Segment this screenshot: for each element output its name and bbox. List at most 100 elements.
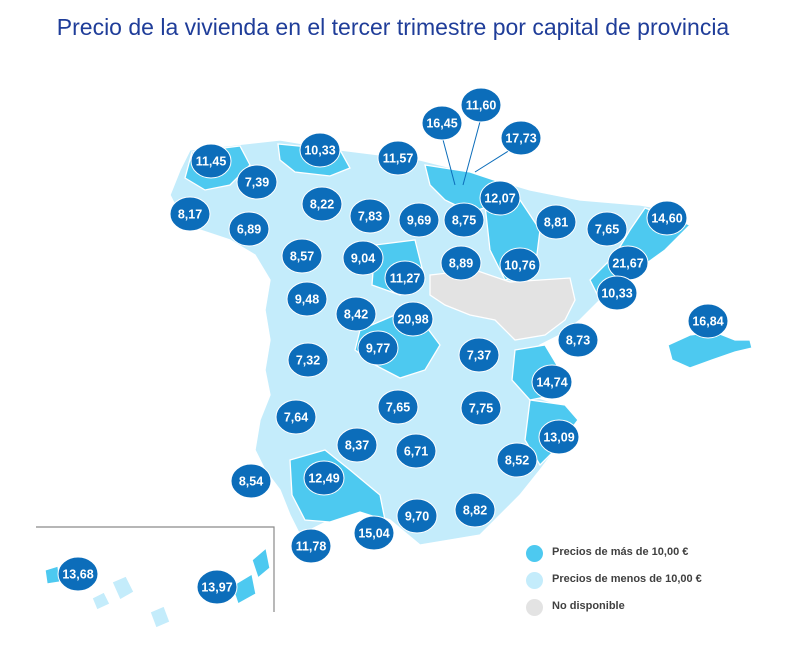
price-bubble: 11,45 bbox=[190, 143, 232, 179]
price-bubble: 7,37 bbox=[458, 337, 500, 373]
price-bubble-shape bbox=[443, 202, 485, 238]
price-bubble: 8,17 bbox=[169, 196, 211, 232]
price-bubble: 11,27 bbox=[384, 260, 426, 296]
price-bubble-shape bbox=[596, 275, 638, 311]
price-value: 6,71 bbox=[404, 445, 428, 459]
price-value: 7,32 bbox=[296, 354, 320, 368]
price-value: 8,82 bbox=[463, 504, 487, 518]
price-bubble: 7,75 bbox=[460, 390, 502, 426]
price-value: 7,64 bbox=[284, 411, 308, 425]
price-bubble: 17,73 bbox=[500, 120, 542, 156]
price-bubble-shape bbox=[303, 460, 345, 496]
price-value: 8,75 bbox=[452, 214, 476, 228]
price-value: 16,45 bbox=[426, 117, 457, 131]
price-bubble-shape bbox=[586, 211, 628, 247]
price-value: 8,57 bbox=[290, 250, 314, 264]
price-bubble: 7,32 bbox=[287, 342, 329, 378]
price-bubble: 8,22 bbox=[301, 186, 343, 222]
price-bubble-shape bbox=[57, 556, 99, 592]
price-value: 8,37 bbox=[345, 439, 369, 453]
price-value: 12,07 bbox=[484, 192, 515, 206]
region-canary-3 bbox=[111, 575, 135, 601]
price-value: 8,17 bbox=[178, 208, 202, 222]
price-bubble: 9,77 bbox=[357, 330, 399, 366]
price-value: 13,97 bbox=[201, 581, 232, 595]
price-bubble: 10,76 bbox=[499, 247, 541, 283]
price-bubble: 10,33 bbox=[299, 132, 341, 168]
price-bubble-shape bbox=[190, 143, 232, 179]
price-bubble-shape bbox=[396, 498, 438, 534]
price-bubble-shape bbox=[357, 330, 399, 366]
leader-line bbox=[474, 149, 511, 173]
legend-swatch-below bbox=[526, 572, 543, 589]
price-bubble-shape bbox=[535, 204, 577, 240]
price-bubble: 14,60 bbox=[646, 200, 688, 236]
price-bubble-shape bbox=[531, 364, 573, 400]
price-bubble: 20,98 bbox=[392, 301, 434, 337]
price-value: 20,98 bbox=[397, 313, 428, 327]
price-bubble-shape bbox=[384, 260, 426, 296]
price-bubble-shape bbox=[286, 281, 328, 317]
price-bubble: 16,45 bbox=[421, 105, 463, 141]
canary-inset-border bbox=[36, 526, 275, 612]
price-value: 8,42 bbox=[344, 308, 368, 322]
price-bubble-shape bbox=[395, 433, 437, 469]
price-value: 8,52 bbox=[505, 454, 529, 468]
price-bubble-shape bbox=[646, 200, 688, 236]
price-bubble: 7,39 bbox=[236, 164, 278, 200]
region-canary-5 bbox=[231, 572, 257, 605]
legend-swatch-na bbox=[526, 599, 543, 616]
price-bubble: 7,65 bbox=[586, 211, 628, 247]
price-value: 7,83 bbox=[358, 210, 382, 224]
price-value: 8,73 bbox=[566, 334, 590, 348]
price-value: 11,60 bbox=[466, 99, 497, 113]
price-bubble-shape bbox=[281, 238, 323, 274]
price-bubble: 8,73 bbox=[557, 322, 599, 358]
price-bubble: 11,60 bbox=[460, 87, 502, 123]
price-value: 6,89 bbox=[237, 223, 261, 237]
price-bubble-shape bbox=[421, 105, 463, 141]
region-canary-6 bbox=[251, 546, 271, 580]
price-value: 8,54 bbox=[239, 475, 263, 489]
price-bubble-shape bbox=[499, 247, 541, 283]
price-value: 9,48 bbox=[295, 293, 319, 307]
price-value: 14,74 bbox=[536, 376, 567, 390]
price-bubble: 13,97 bbox=[196, 569, 238, 605]
price-bubble-shape bbox=[287, 342, 329, 378]
price-bubble-shape bbox=[290, 528, 332, 564]
price-bubble: 7,83 bbox=[349, 198, 391, 234]
price-bubble: 8,54 bbox=[230, 463, 272, 499]
price-bubble: 9,69 bbox=[398, 202, 440, 238]
leader-line bbox=[462, 117, 482, 186]
price-bubble-shape bbox=[336, 427, 378, 463]
price-value: 16,84 bbox=[692, 315, 723, 329]
price-bubble-shape bbox=[479, 180, 521, 216]
legend-label-na: No disponible bbox=[552, 600, 625, 612]
map-title: Precio de la vivienda en el tercer trime… bbox=[56, 14, 730, 40]
price-bubble: 8,37 bbox=[336, 427, 378, 463]
price-bubble: 11,57 bbox=[377, 140, 419, 176]
price-bubble: 9,70 bbox=[396, 498, 438, 534]
price-bubbles: 11,45 10,33 11,57 16,45 11,60 17,73 7,39 8,17 8,… bbox=[57, 87, 729, 605]
price-bubble: 15,04 bbox=[353, 515, 395, 551]
price-value: 7,65 bbox=[595, 223, 619, 237]
price-bubble-shape bbox=[342, 240, 384, 276]
price-value: 15,04 bbox=[358, 527, 389, 541]
price-bubble: 12,49 bbox=[303, 460, 345, 496]
price-value: 8,89 bbox=[449, 257, 473, 271]
price-bubble-shape bbox=[557, 322, 599, 358]
leader-lines bbox=[441, 117, 511, 186]
price-bubble: 10,33 bbox=[596, 275, 638, 311]
price-value: 7,39 bbox=[245, 176, 269, 190]
price-bubble: 11,78 bbox=[290, 528, 332, 564]
price-value: 11,78 bbox=[296, 540, 327, 554]
price-value: 11,57 bbox=[383, 152, 414, 166]
price-bubble-shape bbox=[353, 515, 395, 551]
price-bubble-shape bbox=[236, 164, 278, 200]
price-bubble-shape bbox=[458, 337, 500, 373]
price-value: 13,09 bbox=[543, 431, 574, 445]
price-bubble-shape bbox=[687, 303, 729, 339]
price-bubble: 21,67 bbox=[607, 245, 649, 281]
price-value: 9,70 bbox=[405, 510, 429, 524]
price-value: 17,73 bbox=[505, 132, 536, 146]
